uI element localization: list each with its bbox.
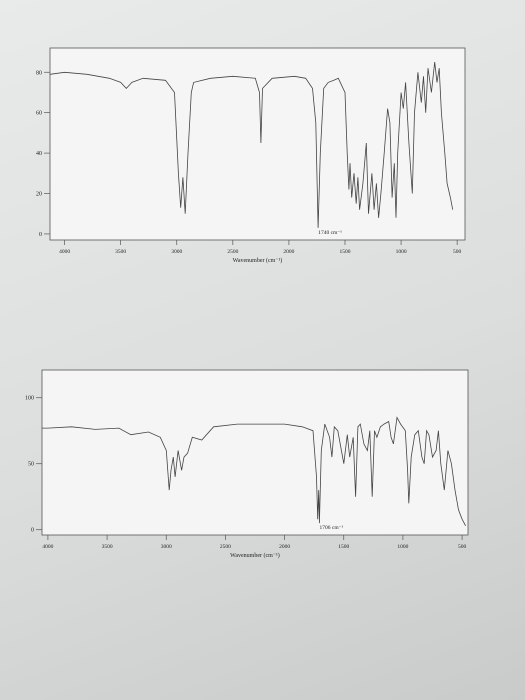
y-tick-label: 0 xyxy=(31,528,34,534)
x-tick-label: 4000 xyxy=(42,544,53,550)
y-tick-label: 20 xyxy=(36,192,42,198)
x-tick-label: 1500 xyxy=(338,544,349,550)
x-tick-label: 3000 xyxy=(171,249,182,255)
x-tick-label: 1500 xyxy=(339,249,350,255)
y-tick-label: 100 xyxy=(25,396,34,402)
x-tick-label: 500 xyxy=(458,544,467,550)
y-tick-label: 50 xyxy=(28,462,34,468)
x-tick-label: 3500 xyxy=(115,249,126,255)
x-tick-label: 1000 xyxy=(397,544,408,550)
spectrum-line xyxy=(42,416,466,526)
y-tick-label: 40 xyxy=(36,151,42,157)
x-axis-label: Wavenumber (cm⁻¹) xyxy=(230,552,280,559)
x-axis-label: Wavenumber (cm⁻¹) xyxy=(233,257,283,264)
x-tick-label: 4000 xyxy=(59,249,70,255)
x-tick-label: 3500 xyxy=(102,544,113,550)
x-tick-label: 1000 xyxy=(396,249,407,255)
annotation: 1740 cm⁻¹ xyxy=(318,230,342,236)
y-tick-label: 80 xyxy=(36,70,42,76)
x-tick-label: 500 xyxy=(453,249,462,255)
plot-frame xyxy=(49,47,466,241)
x-tick-label: 2000 xyxy=(283,249,294,255)
y-tick-label: 0 xyxy=(39,232,42,238)
x-tick-label: 3000 xyxy=(161,544,172,550)
spectrum-line xyxy=(49,62,454,228)
annotation: 1706 cm⁻¹ xyxy=(320,525,344,531)
x-tick-label: 2500 xyxy=(220,544,231,550)
plot-frame xyxy=(41,369,469,536)
y-tick-label: 60 xyxy=(36,111,42,117)
x-tick-label: 2000 xyxy=(279,544,290,550)
x-tick-label: 2500 xyxy=(227,249,238,255)
